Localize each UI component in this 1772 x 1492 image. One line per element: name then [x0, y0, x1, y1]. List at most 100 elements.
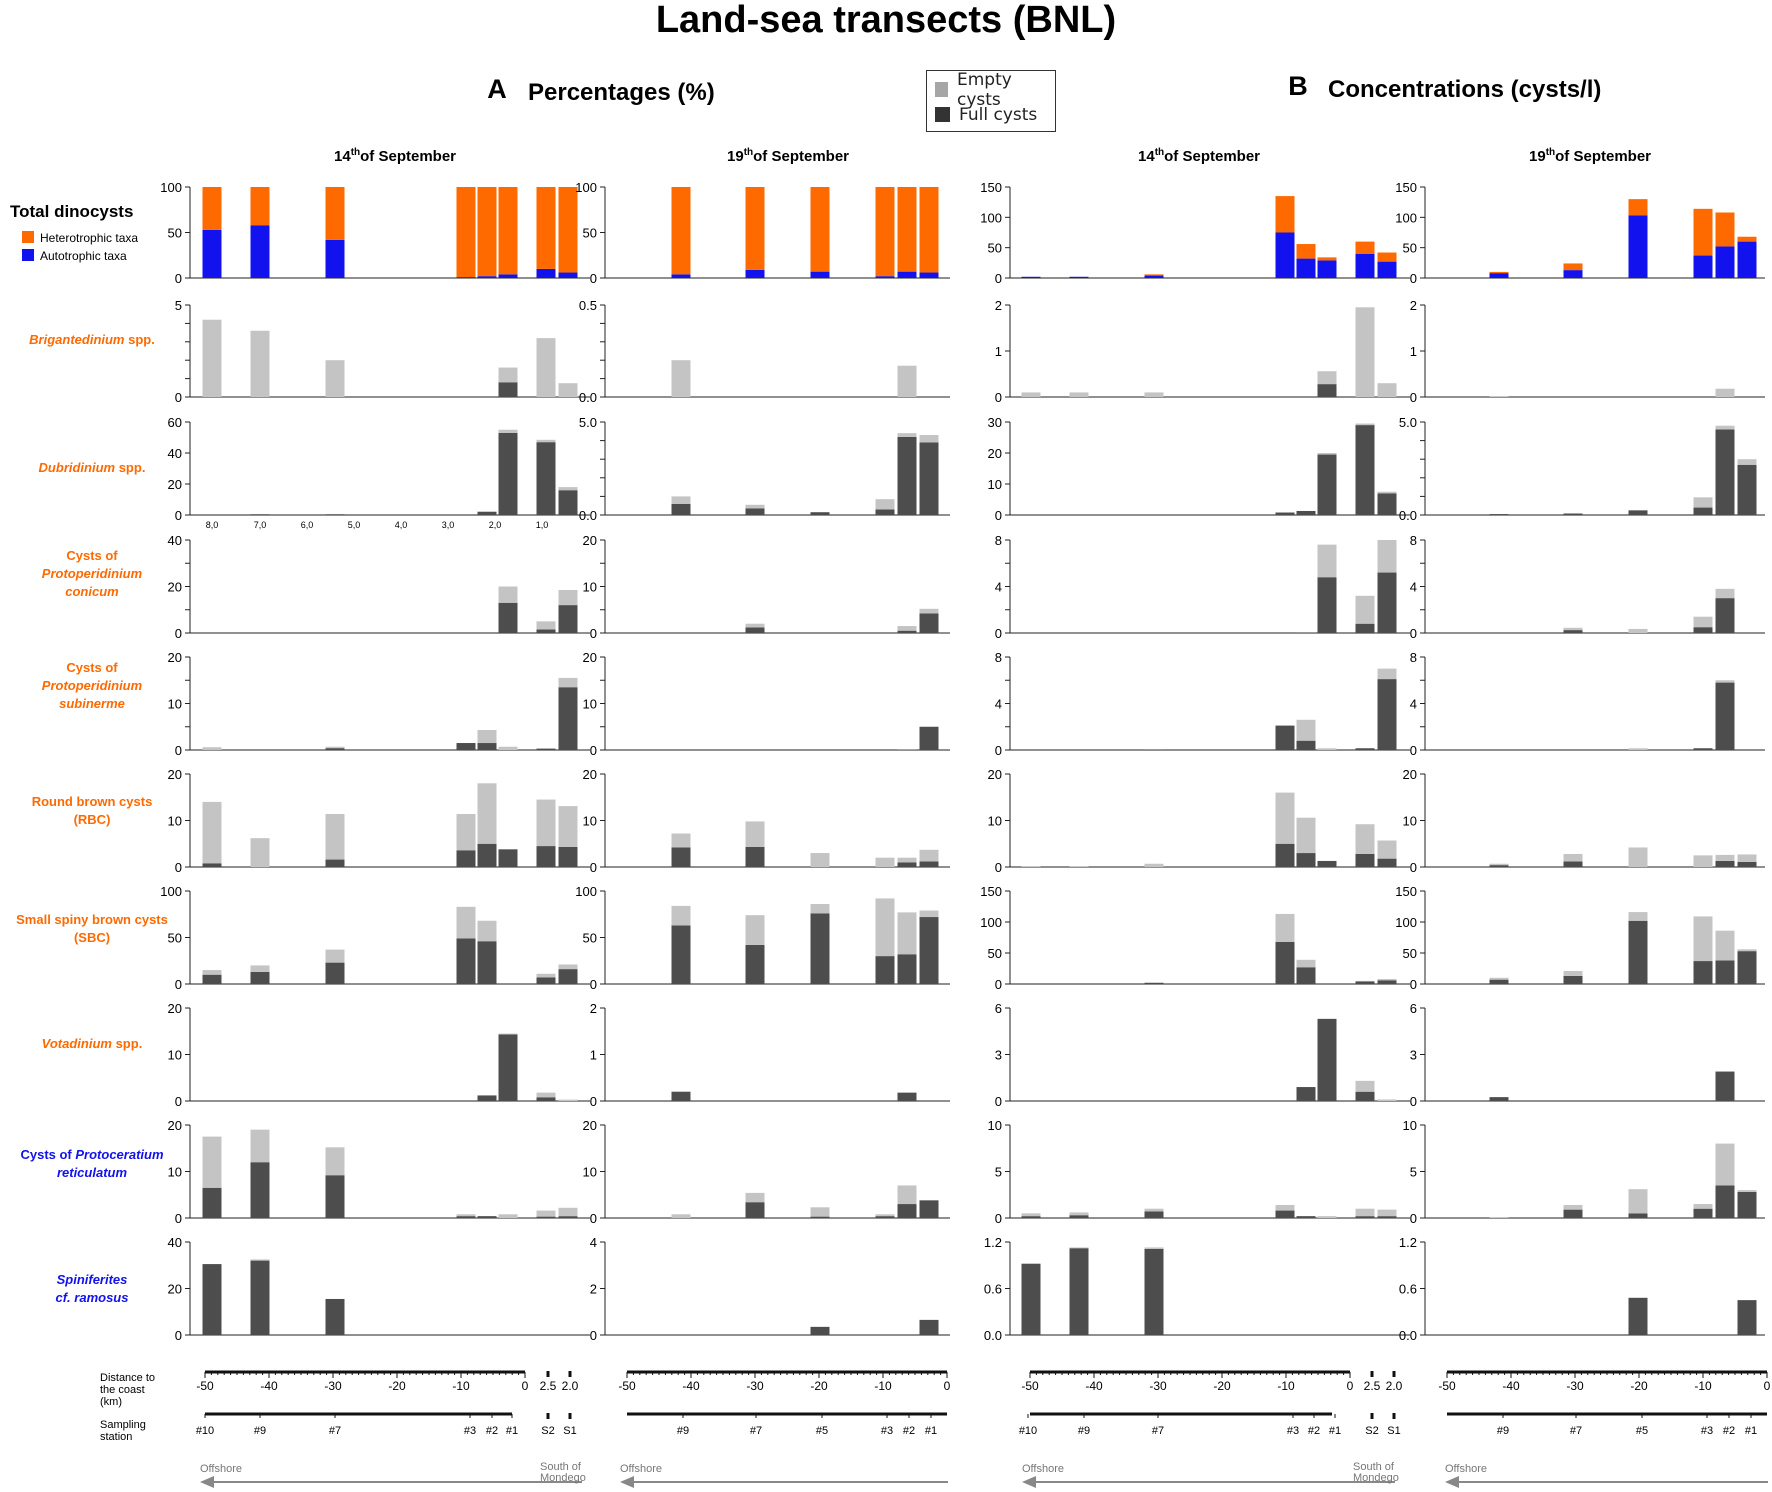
bar-full-4 — [897, 271, 917, 278]
bar-empty-4 — [1715, 588, 1735, 599]
row-label-part: conicum — [65, 584, 119, 599]
bar-empty-2 — [325, 1147, 345, 1176]
bar-full-6 — [536, 846, 556, 867]
y-tick-label: 0 — [995, 1211, 1002, 1226]
y-tick-label: 20 — [583, 650, 597, 665]
bar-empty-6 — [536, 621, 556, 630]
bar-full-4 — [477, 276, 497, 278]
bar-full-4 — [897, 862, 917, 867]
bar-full-7 — [558, 1216, 578, 1218]
y-tick-label: 150 — [980, 884, 1002, 899]
bar-empty-3 — [456, 906, 476, 939]
y-tick-label: 30 — [988, 415, 1002, 430]
row-label-part: Brigantedinium — [29, 332, 125, 347]
station-tick-label: #2 — [1308, 1425, 1320, 1437]
panel-r0-c2: 0 50 100 150 — [980, 180, 1410, 286]
bar-empty-2 — [1628, 912, 1648, 921]
panel-r0-c3: 0 50 100 150 — [1395, 180, 1765, 286]
distance-label-1: the coast — [100, 1384, 145, 1396]
bar-full-2 — [325, 1298, 345, 1335]
y-tick-label: 0 — [1410, 860, 1417, 875]
bar-empty-4 — [477, 783, 497, 844]
station-tick-label: S1 — [563, 1425, 576, 1437]
bar-empty-1 — [745, 915, 765, 945]
distance-axis-0: -50 -40 -30 -20 -10 0 2.5 2.0 — [196, 1370, 579, 1393]
bar-full-0 — [202, 1187, 222, 1218]
bar-empty-6 — [1355, 1080, 1375, 1092]
bar-full-6 — [1355, 853, 1375, 867]
bar-empty-1 — [250, 187, 270, 226]
panel-r5-c2: 0 10 20 — [988, 767, 1410, 875]
bar-empty-6 — [536, 338, 556, 397]
bar-empty-1 — [745, 504, 765, 509]
bar-full-6 — [1355, 1091, 1375, 1101]
y-tick-label: 0.0 — [1399, 1328, 1417, 1343]
y-tick-label: 10 — [988, 1118, 1002, 1133]
y-tick-label: 0 — [590, 1211, 597, 1226]
y-tick-label: 10 — [168, 697, 182, 712]
y-tick-label: 0 — [995, 271, 1002, 286]
station-tick-label: #2 — [486, 1425, 498, 1437]
row-label-part: (SBC) — [74, 930, 110, 945]
bar-full-2 — [325, 748, 345, 750]
bar-full-6 — [536, 268, 556, 278]
bar-full-5 — [1317, 860, 1337, 867]
bar-full-3 — [456, 743, 476, 750]
y-tick-label: 20 — [168, 767, 182, 782]
bar-full-6 — [536, 1097, 556, 1101]
panel-r4-c3: 0 4 8 — [1410, 650, 1765, 758]
panel-r9-c2: 0.0 0.6 1.2 — [984, 1235, 1410, 1343]
y-tick-label: 0.0 — [579, 390, 597, 405]
bar-empty-5 — [498, 187, 518, 275]
bar-empty-3 — [1275, 792, 1295, 844]
bar-empty-6 — [1355, 595, 1375, 624]
bar-empty-0 — [671, 833, 691, 848]
bar-empty-1 — [250, 1129, 270, 1163]
y-tick-label: 10 — [1403, 1118, 1417, 1133]
bar-full-5 — [1737, 241, 1757, 278]
bar-empty-4 — [1296, 817, 1316, 854]
panel-r7-c2: 0 3 6 — [995, 1001, 1410, 1109]
station-tick-label: S2 — [541, 1425, 554, 1437]
bar-empty-2 — [810, 904, 830, 914]
bar-empty-5 — [1737, 1190, 1757, 1192]
panel-r3-c3: 0 4 8 — [1410, 533, 1765, 641]
y-tick-label: 100 — [160, 180, 182, 195]
bar-empty-3 — [875, 857, 895, 867]
bar-empty-5 — [1317, 748, 1337, 750]
y-tick-label: 0 — [590, 1094, 597, 1109]
bar-empty-7 — [558, 487, 578, 491]
bar-empty-6 — [536, 973, 556, 978]
bar-empty-7 — [1377, 979, 1397, 981]
bar-empty-0 — [671, 905, 691, 926]
bar-full-4 — [477, 511, 497, 515]
bar-full-4 — [477, 843, 497, 867]
distance-extra-label: 2.0 — [1386, 1379, 1403, 1393]
y-tick-label: 1.2 — [1399, 1235, 1417, 1250]
panel-r2-c0: 0 20 40 60 — [168, 415, 590, 523]
bar-full-2 — [810, 271, 830, 278]
row-label-part: (RBC) — [74, 812, 111, 827]
panel-r8-c0: 0 10 20 — [168, 1118, 590, 1226]
bar-full-0 — [1021, 1263, 1041, 1335]
bar-full-3 — [1275, 725, 1295, 750]
bar-full-5 — [1737, 464, 1757, 515]
bar-empty-5 — [1317, 544, 1337, 578]
y-tick-label: 6 — [1410, 1001, 1417, 1016]
y-tick-label: 10 — [583, 1165, 597, 1180]
row-label-part: Round brown cysts — [32, 794, 153, 809]
distance-axis-1: -50 -40 -30 -20 -10 0 — [618, 1370, 951, 1393]
bar-empty-2 — [810, 853, 830, 867]
dubridinium-extra-tick: 3,0 — [442, 520, 455, 530]
date-sup: th — [1155, 147, 1164, 158]
bar-empty-0 — [1021, 866, 1041, 867]
bar-full-1 — [1563, 975, 1583, 984]
date-rest: of September — [1555, 148, 1651, 165]
distance-extra-label: 2.5 — [1364, 1379, 1381, 1393]
y-tick-label: 0 — [175, 390, 182, 405]
heterotrophic-label: Heterotrophic taxa — [40, 231, 138, 245]
dubridinium-extra-tick: 7,0 — [254, 520, 267, 530]
bar-full-1 — [1563, 861, 1583, 867]
y-tick-label: 100 — [575, 180, 597, 195]
